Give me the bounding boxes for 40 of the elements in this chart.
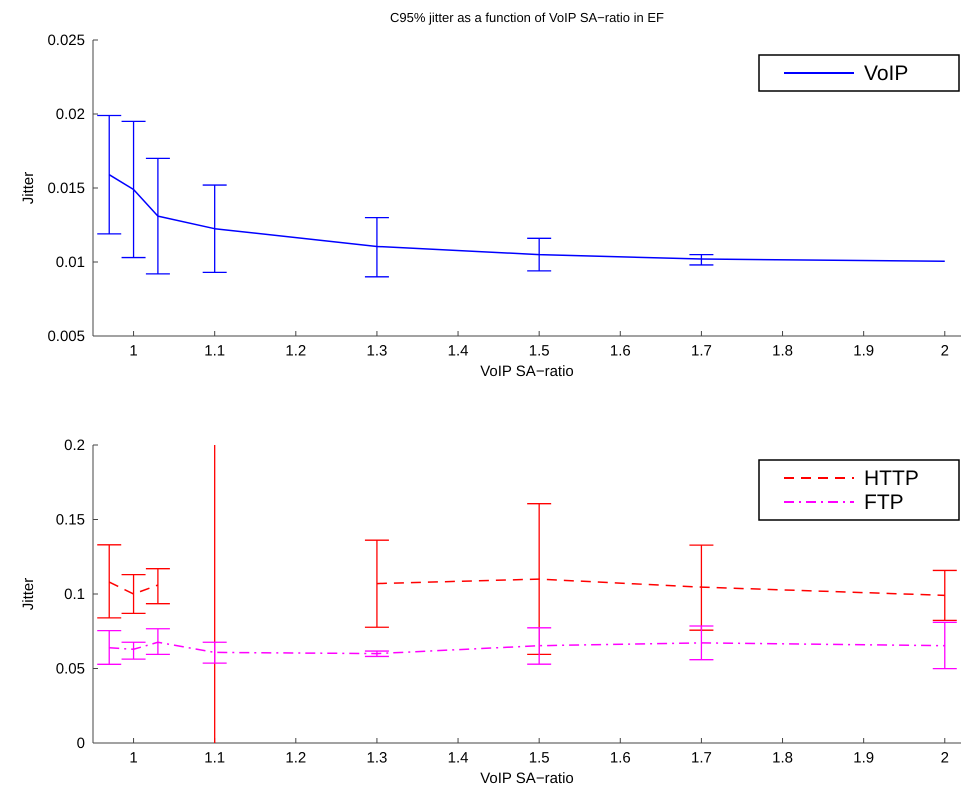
x-tick-label: 1.7	[690, 342, 712, 360]
x-tick-label: 1.1	[204, 750, 226, 767]
y-tick-label: 0.2	[64, 436, 85, 454]
x-tick-label: 1.2	[285, 750, 306, 767]
y-tick-label: 0.02	[56, 106, 85, 123]
legend-label: FTP	[864, 491, 904, 514]
x-tick-label: 1.8	[772, 750, 793, 767]
x-tick-label: 1.5	[528, 342, 550, 360]
y-tick-label: 0.005	[47, 328, 85, 345]
x-tick-label: 1.4	[448, 342, 468, 360]
x-tick-label: 1.6	[610, 750, 631, 767]
x-tick-label: 1	[129, 750, 138, 767]
x-axis-title: VoIP SA−ratio	[480, 363, 574, 380]
legend-label: VoIP	[864, 62, 908, 85]
x-tick-label: 1.7	[690, 750, 712, 767]
chart-title: C95% jitter as a function of VoIP SA−ratio in EF	[390, 10, 664, 25]
x-tick-label: 1.4	[448, 750, 468, 767]
y-axis-title: Jitter	[20, 578, 37, 610]
x-tick-label: 1	[129, 342, 138, 360]
x-tick-label: 1.2	[285, 342, 306, 360]
x-tick-label: 1.9	[853, 342, 874, 360]
x-tick-label: 1.5	[528, 750, 550, 767]
y-tick-label: 0	[76, 734, 85, 752]
x-axis-title: VoIP SA−ratio	[480, 770, 574, 787]
x-tick-label: 2	[940, 342, 949, 360]
x-tick-label: 1.3	[366, 750, 388, 767]
x-tick-label: 1.9	[853, 750, 874, 767]
x-tick-label: 1.8	[772, 342, 793, 360]
x-tick-label: 1.1	[204, 342, 226, 360]
y-tick-label: 0.015	[47, 180, 85, 197]
y-tick-label: 0.1	[64, 586, 85, 603]
y-axis-title: Jitter	[20, 172, 37, 204]
x-tick-label: 2	[940, 750, 949, 767]
legend-label: HTTP	[864, 467, 919, 490]
y-tick-label: 0.05	[56, 660, 85, 678]
y-tick-label: 0.01	[56, 254, 85, 271]
x-tick-label: 1.3	[366, 342, 388, 360]
y-tick-label: 0.15	[56, 511, 85, 528]
y-tick-label: 0.025	[47, 32, 85, 49]
x-tick-label: 1.6	[610, 342, 631, 360]
